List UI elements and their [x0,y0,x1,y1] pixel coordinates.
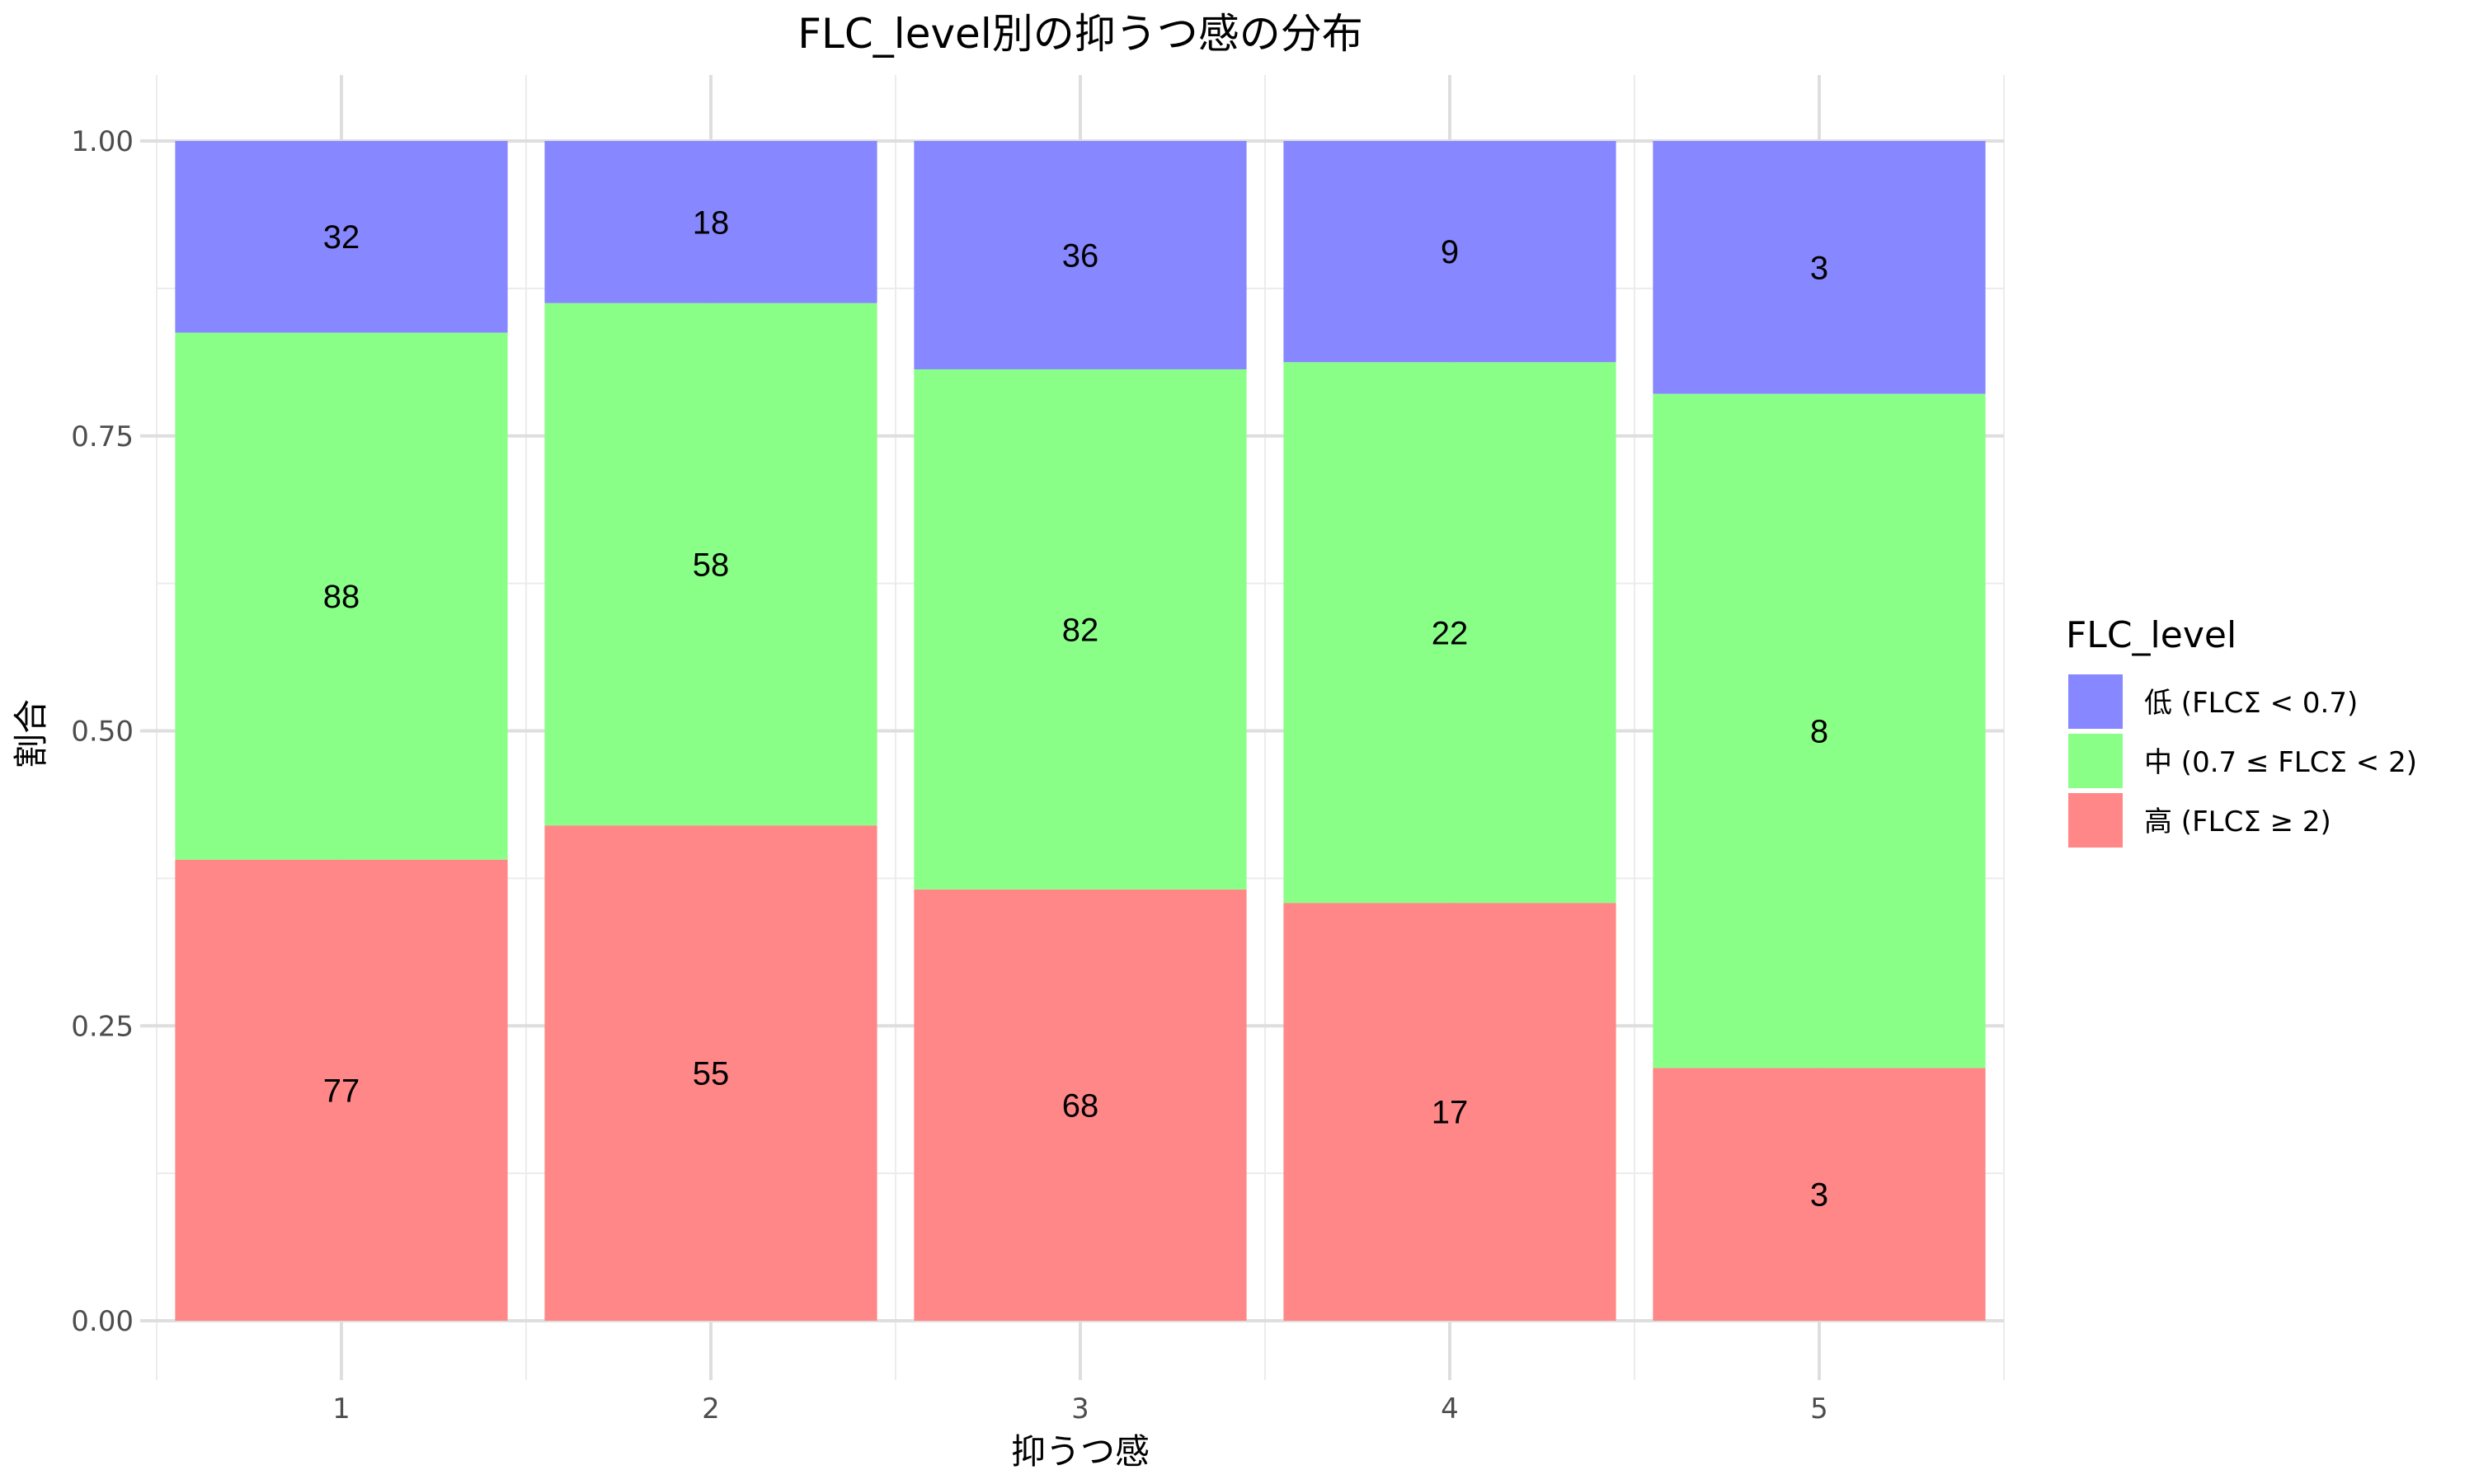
bar-segment [1283,141,1616,363]
legend-title: FLC_level [2066,614,2236,656]
bar-value-label: 82 [1062,612,1099,648]
bar-segment [1653,141,1986,394]
legend-label: 高 (FLCΣ ≥ 2) [2144,805,2331,838]
bar-value-label: 17 [1432,1095,1469,1131]
bar-value-label: 77 [323,1073,360,1109]
bar-segment [1283,903,1616,1321]
y-axis-ticks: 0.00 0.25 0.50 0.75 1.00 [71,125,134,1338]
y-tick-label: 0.25 [71,1010,134,1043]
legend: FLC_level 低 (FLCΣ < 0.7) 中 (0.7 ≤ FLCΣ < … [2066,614,2417,848]
chart-title: FLC_level別の抑うつ感の分布 [797,10,1362,58]
x-tick-label: 4 [1441,1392,1459,1425]
bar-segment [544,141,877,303]
bar-value-label: 58 [693,547,730,583]
y-tick-label: 1.00 [71,125,134,158]
bar-value-label: 8 [1810,714,1828,750]
x-axis-ticks: 1 2 3 4 5 [332,1392,1828,1425]
legend-label: 低 (FLCΣ < 0.7) [2144,687,2358,720]
bar-value-label: 68 [1062,1087,1099,1124]
x-tick-label: 5 [1810,1392,1828,1425]
bar-segment [914,141,1247,369]
bar-segment [544,825,877,1321]
y-tick-label: 0.50 [71,716,134,749]
bar-value-label: 18 [693,204,730,241]
bar-segment [1653,393,1986,1068]
bar-value-label: 3 [1810,250,1828,286]
bar-value-label: 36 [1062,237,1099,274]
legend-key [2068,674,2123,729]
legend-key [2068,734,2123,788]
x-tick-label: 2 [702,1392,720,1425]
y-tick-label: 0.00 [71,1305,134,1338]
bar-value-label: 3 [1810,1177,1828,1214]
x-tick-label: 3 [1071,1392,1089,1425]
bar-value-label: 55 [693,1056,730,1092]
y-tick-label: 0.75 [71,420,134,453]
bar-segment [914,889,1247,1321]
bar-segment [544,303,877,826]
legend-key [2068,793,2123,848]
bar-value-label: 9 [1441,234,1459,270]
bar-value-label: 32 [323,219,360,256]
data-labels: 77 88 32 55 58 18 68 82 36 17 22 9 3 8 3 [323,204,1828,1213]
bar-segment [175,141,508,333]
legend-label: 中 (0.7 ≤ FLCΣ < 2) [2144,746,2417,779]
bar-value-label: 88 [323,579,360,615]
bar-value-label: 22 [1432,615,1469,651]
bar-segment [1283,362,1616,904]
bars [175,141,1986,1321]
bar-segment [1653,1068,1986,1321]
bar-segment [175,859,508,1321]
x-tick-label: 1 [332,1392,350,1425]
x-axis-title: 抑うつ感 [1011,1431,1150,1472]
bar-segment [914,369,1247,890]
y-axis-title: 割合 [11,699,51,768]
bar-segment [175,332,508,860]
